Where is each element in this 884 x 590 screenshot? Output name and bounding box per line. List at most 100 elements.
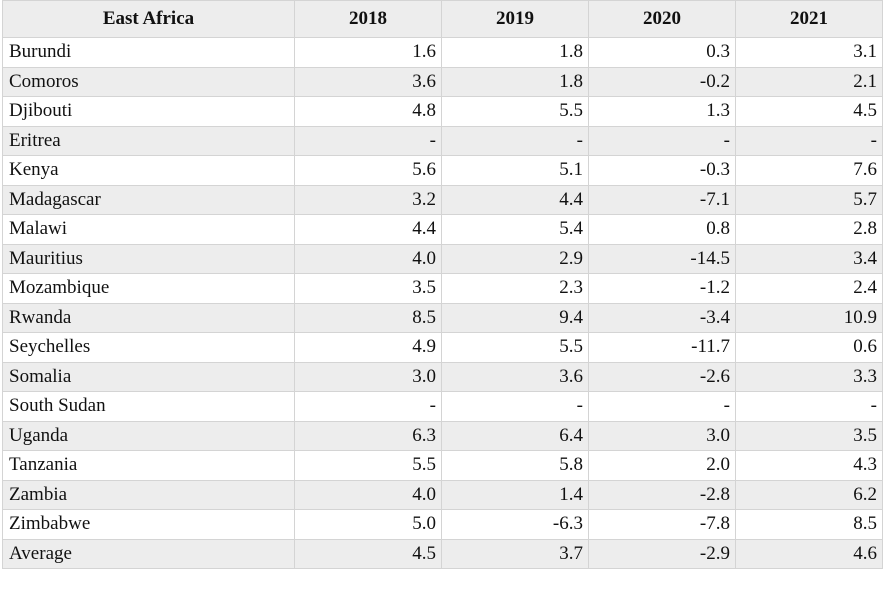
country-name-cell: Mozambique [2, 273, 295, 304]
value-2019-cell: 6.4 [441, 420, 589, 451]
value-2019-cell: - [441, 391, 589, 422]
value-2020-cell: -1.2 [588, 273, 736, 304]
value-2018-cell: - [294, 391, 442, 422]
value-2020-cell: -11.7 [588, 332, 736, 363]
country-name-cell: Tanzania [2, 450, 295, 481]
table-row: Uganda 6.3 6.4 3.0 3.5 [2, 420, 883, 451]
column-header-2020: 2020 [588, 0, 736, 38]
value-2020-cell: 0.8 [588, 214, 736, 245]
value-2021-cell: 2.8 [735, 214, 883, 245]
country-name-cell: Kenya [2, 155, 295, 186]
value-2019-cell: 1.8 [441, 37, 589, 68]
value-2019-cell: -6.3 [441, 509, 589, 540]
value-2021-cell: 7.6 [735, 155, 883, 186]
value-2021-cell: 3.5 [735, 420, 883, 451]
table-row: South Sudan - - - - [2, 391, 883, 422]
value-2021-cell: 3.3 [735, 361, 883, 392]
value-2021-cell: 6.2 [735, 479, 883, 510]
value-2018-cell: 3.2 [294, 184, 442, 215]
country-name-cell: Madagascar [2, 184, 295, 215]
country-name-cell: South Sudan [2, 391, 295, 422]
value-2019-cell: 5.4 [441, 214, 589, 245]
value-2019-cell: 5.8 [441, 450, 589, 481]
country-name-cell: Average [2, 538, 295, 569]
table-row: Tanzania 5.5 5.8 2.0 4.3 [2, 450, 883, 481]
value-2021-cell: 4.3 [735, 450, 883, 481]
value-2021-cell: 2.4 [735, 273, 883, 304]
value-2019-cell: 5.5 [441, 96, 589, 127]
table-row: Rwanda 8.5 9.4 -3.4 10.9 [2, 302, 883, 333]
header-row: East Africa 2018 2019 2020 2021 [2, 0, 883, 38]
table-row: Kenya 5.6 5.1 -0.3 7.6 [2, 155, 883, 186]
country-name-cell: Comoros [2, 66, 295, 97]
value-2018-cell: 4.4 [294, 214, 442, 245]
value-2018-cell: 5.5 [294, 450, 442, 481]
value-2019-cell: 2.9 [441, 243, 589, 274]
table-row: Zambia 4.0 1.4 -2.8 6.2 [2, 479, 883, 510]
value-2021-cell: 5.7 [735, 184, 883, 215]
value-2020-cell: 2.0 [588, 450, 736, 481]
value-2021-cell: 4.6 [735, 538, 883, 569]
table-row: Djibouti 4.8 5.5 1.3 4.5 [2, 96, 883, 127]
value-2020-cell: 0.3 [588, 37, 736, 68]
value-2019-cell: 1.8 [441, 66, 589, 97]
value-2021-cell: 2.1 [735, 66, 883, 97]
value-2018-cell: 3.6 [294, 66, 442, 97]
value-2018-cell: 4.0 [294, 243, 442, 274]
table-row: Somalia 3.0 3.6 -2.6 3.3 [2, 361, 883, 392]
value-2018-cell: 4.5 [294, 538, 442, 569]
value-2019-cell: 3.6 [441, 361, 589, 392]
value-2019-cell: 9.4 [441, 302, 589, 333]
country-name-cell: Somalia [2, 361, 295, 392]
value-2018-cell: 5.0 [294, 509, 442, 540]
table-row: Average 4.5 3.7 -2.9 4.6 [2, 538, 883, 569]
table-row: Burundi 1.6 1.8 0.3 3.1 [2, 37, 883, 68]
value-2021-cell: - [735, 391, 883, 422]
value-2018-cell: 6.3 [294, 420, 442, 451]
value-2019-cell: 5.5 [441, 332, 589, 363]
value-2021-cell: 3.4 [735, 243, 883, 274]
value-2020-cell: -0.2 [588, 66, 736, 97]
value-2020-cell: -2.9 [588, 538, 736, 569]
value-2018-cell: 4.0 [294, 479, 442, 510]
column-header-region: East Africa [2, 0, 295, 38]
value-2020-cell: -2.6 [588, 361, 736, 392]
value-2018-cell: - [294, 125, 442, 156]
table-body: Burundi 1.6 1.8 0.3 3.1 Comoros 3.6 1.8 -0.2 2.1 D… [2, 37, 883, 569]
value-2019-cell: 4.4 [441, 184, 589, 215]
table-row: Eritrea - - - - [2, 125, 883, 156]
table-row: Comoros 3.6 1.8 -0.2 2.1 [2, 66, 883, 97]
value-2019-cell: 3.7 [441, 538, 589, 569]
value-2018-cell: 3.0 [294, 361, 442, 392]
value-2020-cell: -7.1 [588, 184, 736, 215]
country-name-cell: Djibouti [2, 96, 295, 127]
value-2020-cell: - [588, 125, 736, 156]
value-2018-cell: 3.5 [294, 273, 442, 304]
value-2018-cell: 8.5 [294, 302, 442, 333]
country-name-cell: Mauritius [2, 243, 295, 274]
table-row: Madagascar 3.2 4.4 -7.1 5.7 [2, 184, 883, 215]
value-2018-cell: 4.8 [294, 96, 442, 127]
country-name-cell: Eritrea [2, 125, 295, 156]
value-2020-cell: -2.8 [588, 479, 736, 510]
column-header-2019: 2019 [441, 0, 589, 38]
table-row: Zimbabwe 5.0 -6.3 -7.8 8.5 [2, 509, 883, 540]
value-2019-cell: 5.1 [441, 155, 589, 186]
value-2019-cell: 1.4 [441, 479, 589, 510]
table-row: Malawi 4.4 5.4 0.8 2.8 [2, 214, 883, 245]
country-name-cell: Zimbabwe [2, 509, 295, 540]
value-2020-cell: - [588, 391, 736, 422]
column-header-2021: 2021 [735, 0, 883, 38]
country-name-cell: Rwanda [2, 302, 295, 333]
value-2021-cell: 8.5 [735, 509, 883, 540]
value-2018-cell: 5.6 [294, 155, 442, 186]
table-row: Seychelles 4.9 5.5 -11.7 0.6 [2, 332, 883, 363]
country-name-cell: Burundi [2, 37, 295, 68]
value-2020-cell: -0.3 [588, 155, 736, 186]
value-2020-cell: -7.8 [588, 509, 736, 540]
east-africa-growth-table: East Africa 2018 2019 2020 2021 Burundi 1… [2, 0, 883, 569]
table-row: Mauritius 4.0 2.9 -14.5 3.4 [2, 243, 883, 274]
value-2021-cell: 4.5 [735, 96, 883, 127]
column-header-2018: 2018 [294, 0, 442, 38]
